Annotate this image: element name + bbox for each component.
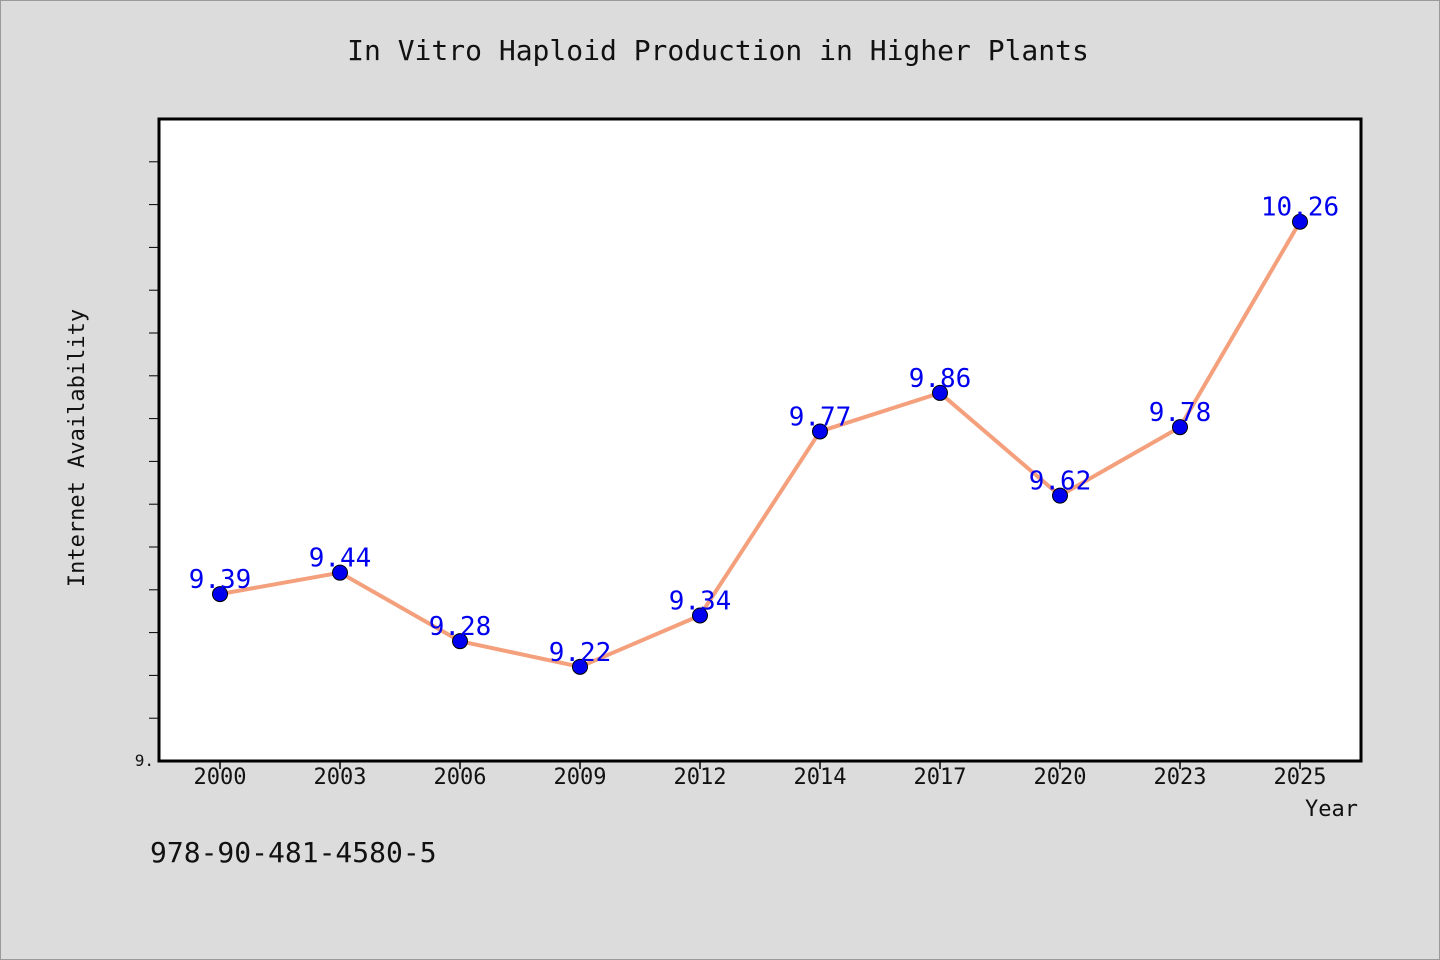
y-origin-tick-label: 9.	[135, 751, 154, 770]
x-tick-label: 2025	[1274, 765, 1327, 790]
x-tick-label: 2020	[1034, 765, 1087, 790]
data-label: 9.78	[1149, 398, 1212, 428]
series-line	[219, 220, 1302, 669]
x-tick-label: 2003	[314, 765, 367, 790]
chart-title: In Vitro Haploid Production in Higher Pl…	[347, 34, 1089, 67]
x-tick-label: 2009	[554, 765, 607, 790]
data-label: 9.22	[549, 638, 612, 668]
data-point	[1292, 213, 1308, 230]
y-axis-label: Internet Availability	[65, 309, 90, 587]
data-label: 9.28	[429, 612, 492, 642]
data-point	[1172, 419, 1188, 436]
data-point	[812, 423, 828, 440]
x-tick-label: 2023	[1154, 765, 1207, 790]
data-label: 9.77	[789, 402, 852, 432]
x-tick-label: 2014	[794, 765, 847, 790]
plot-area	[157, 117, 1363, 763]
x-axis-ticks: 2000 2003 2006 2009 2012 2014 2017 2020 2023 2025	[194, 761, 1327, 790]
data-label: 10.26	[1261, 193, 1339, 223]
x-axis-label: Year	[1305, 797, 1358, 822]
data-label: 9.44	[309, 544, 372, 574]
data-point	[692, 607, 708, 624]
data-point	[932, 384, 948, 401]
x-tick-label: 2012	[674, 765, 727, 790]
data-point	[332, 564, 348, 581]
data-point	[212, 586, 228, 603]
x-tick-label: 2000	[194, 765, 247, 790]
data-point	[452, 633, 468, 650]
data-point	[572, 658, 588, 675]
data-label: 9.34	[669, 586, 732, 616]
x-tick-label: 2017	[914, 765, 967, 790]
isbn-footer: 978-90-481-4580-5	[150, 836, 437, 869]
data-label: 9.86	[909, 364, 972, 394]
data-point	[1052, 487, 1068, 504]
x-tick-label: 2006	[434, 765, 487, 790]
data-label: 9.62	[1029, 467, 1092, 497]
y-axis-ticks	[149, 161, 159, 719]
data-label: 9.39	[189, 565, 252, 595]
series-layer: 9.39 9.44 9.28 9.22 9.34 9.77 9.86 9.62 9.78 10.2…	[189, 193, 1339, 675]
